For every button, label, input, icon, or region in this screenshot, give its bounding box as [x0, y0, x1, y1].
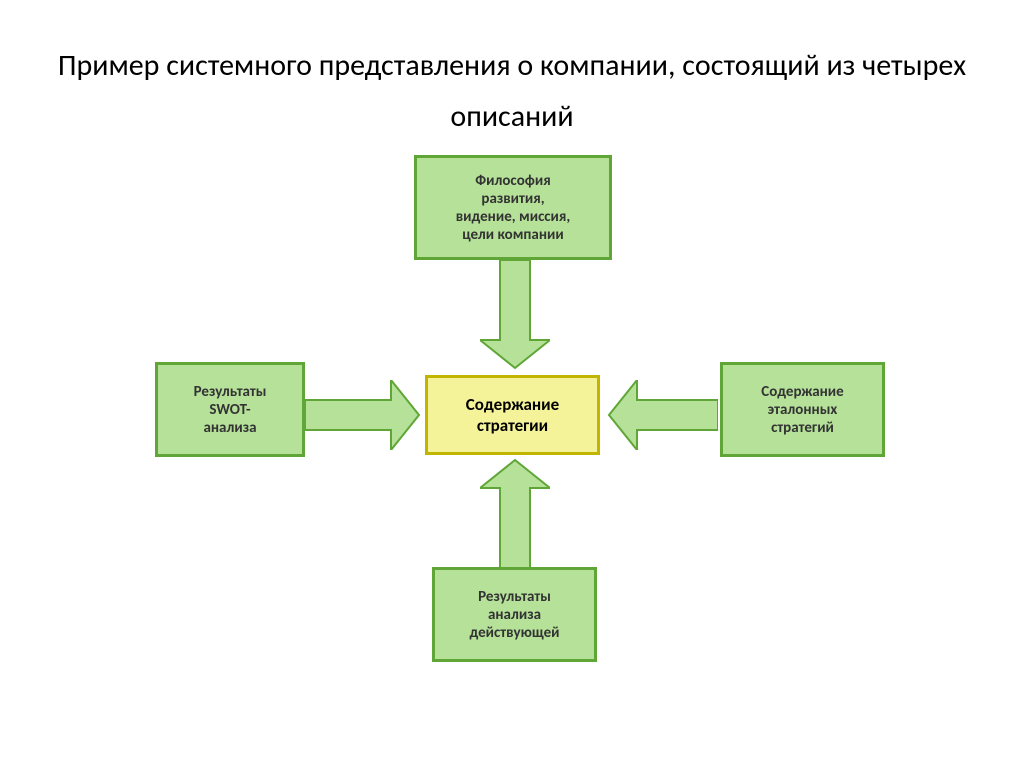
node-left-label: Результаты SWOT- анализа [194, 383, 267, 437]
node-top: Философия развития, видение, миссия, цел… [414, 155, 612, 260]
page-title: Пример системного представления о компан… [0, 40, 1024, 142]
arrow-down-icon [480, 260, 550, 375]
node-right: Содержание эталонных стратегий [720, 362, 885, 457]
node-right-label: Содержание эталонных стратегий [761, 383, 843, 437]
diagram-canvas: Философия развития, видение, миссия, цел… [0, 155, 1024, 715]
node-top-label: Философия развития, видение, миссия, цел… [456, 172, 570, 244]
arrow-left-icon [605, 380, 718, 450]
node-bottom-label: Результаты анализа действующей [470, 588, 560, 642]
node-left: Результаты SWOT- анализа [155, 362, 305, 457]
node-bottom: Результаты анализа действующей [432, 567, 597, 662]
node-center: Содержание стратегии [425, 375, 600, 455]
node-center-label: Содержание стратегии [466, 394, 559, 436]
arrow-up-icon [480, 458, 550, 568]
arrow-right-icon [305, 380, 423, 450]
